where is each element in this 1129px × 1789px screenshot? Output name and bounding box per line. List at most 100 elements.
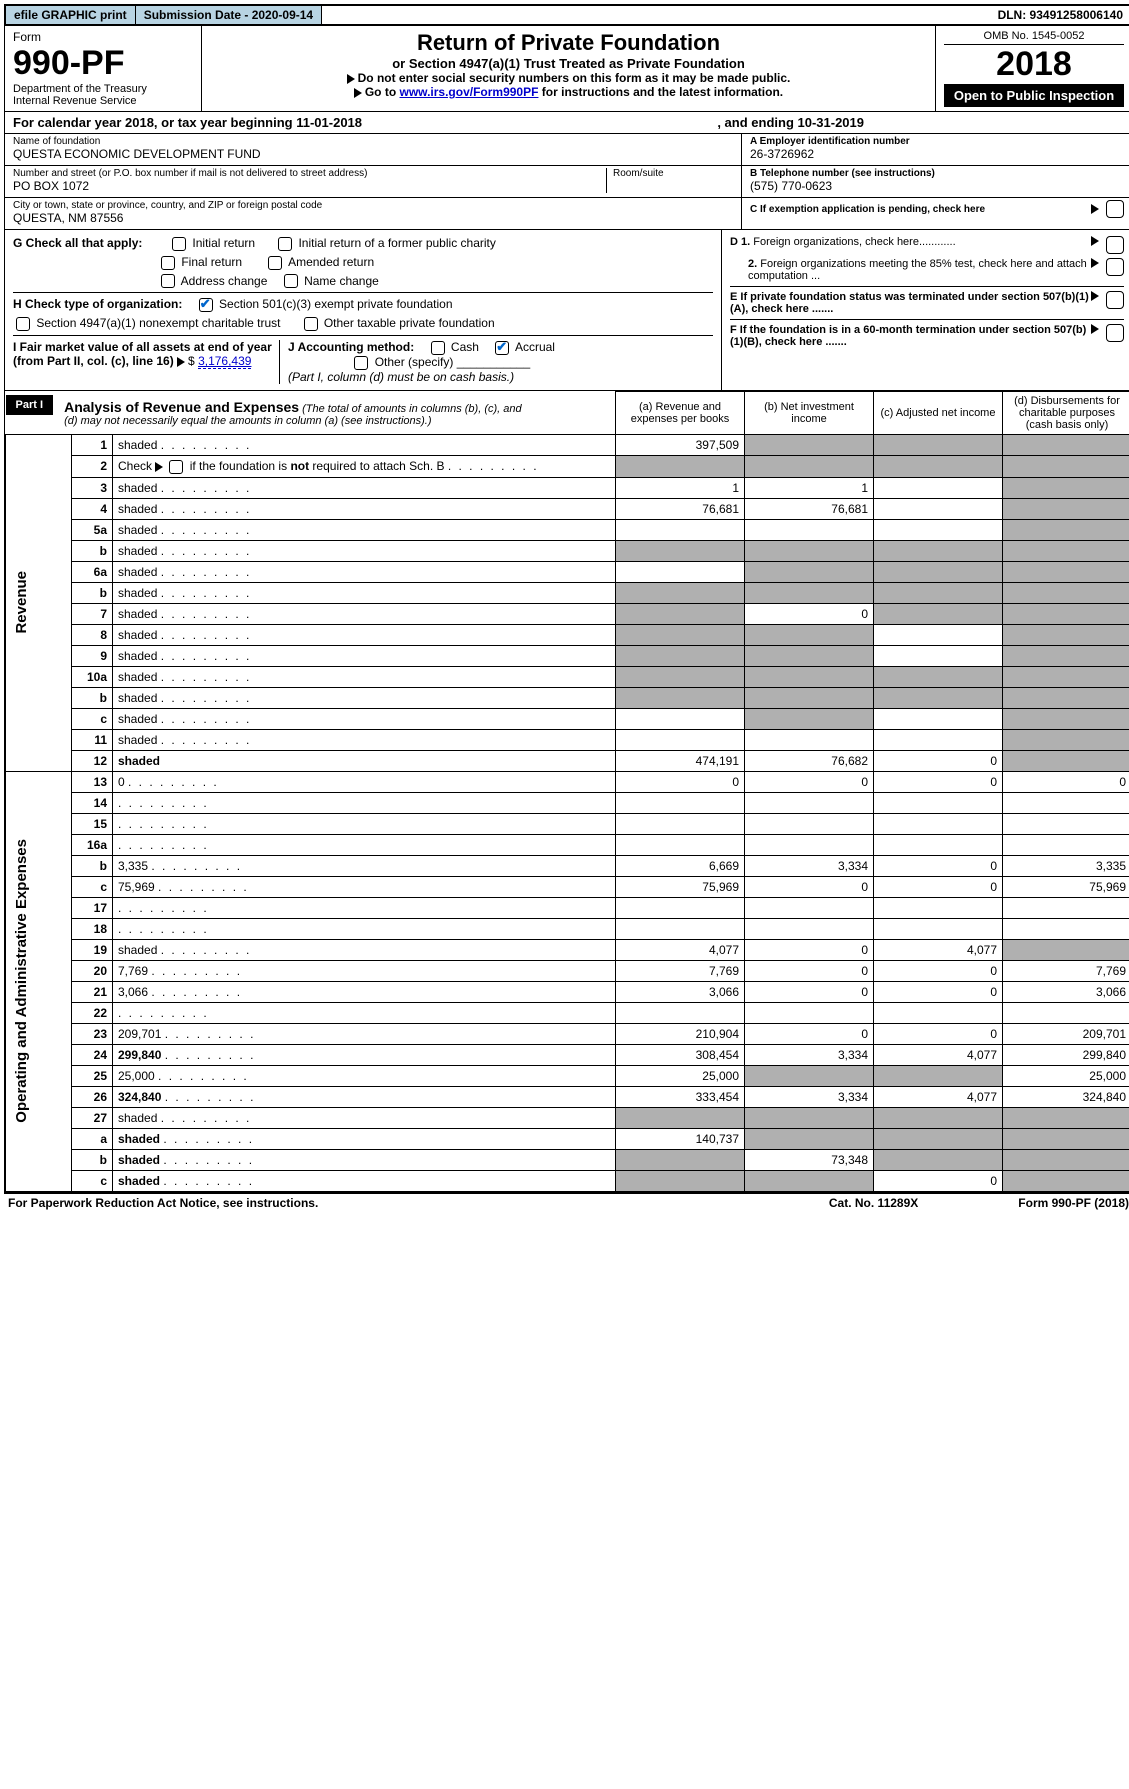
name-change-checkbox[interactable]	[284, 274, 298, 288]
cell-value	[874, 897, 1003, 918]
row-number: 1	[72, 434, 113, 455]
row-desc: shaded	[113, 603, 616, 624]
row-number: c	[72, 708, 113, 729]
f-checkbox[interactable]	[1106, 324, 1124, 342]
cell-value	[874, 477, 1003, 498]
cell-shaded	[1003, 582, 1129, 603]
row-desc: shaded	[113, 624, 616, 645]
other-method-checkbox[interactable]	[354, 356, 368, 370]
cell-shaded	[1003, 561, 1129, 582]
cell-value	[616, 792, 745, 813]
final-return-checkbox[interactable]	[161, 256, 175, 270]
ein-label: A Employer identification number	[750, 136, 1124, 147]
4947-checkbox[interactable]	[16, 317, 30, 331]
row-number: b	[72, 687, 113, 708]
cell-shaded	[1003, 708, 1129, 729]
address-change-checkbox[interactable]	[161, 274, 175, 288]
triangle-icon	[354, 88, 362, 98]
check-section: G Check all that apply: Initial return I…	[4, 230, 1129, 391]
accrual-checkbox[interactable]	[495, 341, 509, 355]
cell-value	[874, 498, 1003, 519]
efile-link[interactable]: efile GRAPHIC print	[6, 6, 136, 24]
form-label: Form	[13, 30, 193, 44]
cell-shaded	[745, 1065, 874, 1086]
exemption-pending-checkbox[interactable]	[1106, 200, 1124, 218]
row-number: 3	[72, 477, 113, 498]
part1-label: Part I	[6, 395, 54, 415]
d2-label: Foreign organizations meeting the 85% te…	[748, 258, 1087, 282]
row-number: a	[72, 1128, 113, 1149]
other-taxable-checkbox[interactable]	[304, 317, 318, 331]
cell-value: 0	[1003, 771, 1129, 792]
fmv-value-link[interactable]: 3,176,439	[198, 354, 251, 369]
cell-value: 0	[874, 750, 1003, 771]
cell-value: 4,077	[874, 939, 1003, 960]
address-label: Number and street (or P.O. box number if…	[13, 168, 606, 179]
cell-shaded	[874, 1065, 1003, 1086]
cash-checkbox[interactable]	[431, 341, 445, 355]
form-number: 990-PF	[13, 44, 193, 83]
row-number: 27	[72, 1107, 113, 1128]
table-row: bshaded 73,348	[6, 1149, 1129, 1170]
row-desc: shaded	[113, 561, 616, 582]
revenue-side: Revenue	[6, 434, 72, 771]
cell-shaded	[1003, 1149, 1129, 1170]
footer-right: Form 990-PF (2018)	[1018, 1196, 1129, 1210]
cell-value	[745, 792, 874, 813]
footer-mid: Cat. No. 11289X	[829, 1196, 918, 1210]
501c3-checkbox[interactable]	[199, 298, 213, 312]
part1-title: Analysis of Revenue and Expenses	[64, 399, 299, 415]
table-row: Operating and Administrative Expenses130…	[6, 771, 1129, 792]
amended-return-checkbox[interactable]	[268, 256, 282, 270]
table-row: 24299,840 308,4543,3344,077299,840	[6, 1044, 1129, 1065]
table-row: 23209,701 210,90400209,701	[6, 1023, 1129, 1044]
open-to-public: Open to Public Inspection	[944, 84, 1124, 107]
submission-date: Submission Date - 2020-09-14	[136, 6, 322, 24]
part1-block: Part I Analysis of Revenue and Expenses …	[4, 391, 1129, 1193]
row-desc: 7,769	[113, 960, 616, 981]
cell-shaded	[874, 1128, 1003, 1149]
cell-shaded	[1003, 603, 1129, 624]
form990pf-link[interactable]: www.irs.gov/Form990PF	[400, 85, 539, 99]
foundation-name-label: Name of foundation	[13, 136, 733, 147]
table-row: 12shaded474,19176,6820	[6, 750, 1129, 771]
cell-value: 0	[745, 939, 874, 960]
cell-shaded	[745, 645, 874, 666]
row-desc: 209,701	[113, 1023, 616, 1044]
cell-value	[1003, 918, 1129, 939]
irs-label: Internal Revenue Service	[13, 95, 193, 107]
row-number: 14	[72, 792, 113, 813]
e-label: E If private foundation status was termi…	[730, 291, 1089, 315]
table-row: 207,769 7,769007,769	[6, 960, 1129, 981]
row-desc: shaded	[113, 1128, 616, 1149]
cell-shaded	[874, 666, 1003, 687]
sch-b-checkbox[interactable]	[169, 460, 183, 474]
row-desc: shaded	[113, 750, 616, 771]
cell-shaded	[874, 603, 1003, 624]
cell-value: 0	[745, 771, 874, 792]
row-number: 12	[72, 750, 113, 771]
d1-checkbox[interactable]	[1106, 236, 1124, 254]
tax-year: 2018	[944, 45, 1124, 84]
col-c-header: (c) Adjusted net income	[874, 391, 1003, 434]
row-desc: shaded	[113, 1170, 616, 1191]
cell-value: 3,335	[1003, 855, 1129, 876]
cell-shaded	[1003, 687, 1129, 708]
initial-former-checkbox[interactable]	[278, 237, 292, 251]
cell-value: 0	[874, 876, 1003, 897]
d2-checkbox[interactable]	[1106, 258, 1124, 276]
e-checkbox[interactable]	[1106, 291, 1124, 309]
row-number: 23	[72, 1023, 113, 1044]
phone: (575) 770-0623	[750, 179, 1124, 193]
table-row: 10ashaded	[6, 666, 1129, 687]
row-number: 25	[72, 1065, 113, 1086]
cell-shaded	[1003, 498, 1129, 519]
form-title: Return of Private Foundation	[210, 30, 927, 56]
j-label: J Accounting method:	[288, 340, 414, 354]
table-row: ashaded 140,737	[6, 1128, 1129, 1149]
cell-shaded	[874, 1149, 1003, 1170]
cell-value	[616, 897, 745, 918]
initial-return-checkbox[interactable]	[172, 237, 186, 251]
cell-shaded	[745, 434, 874, 455]
cell-shaded	[1003, 455, 1129, 477]
